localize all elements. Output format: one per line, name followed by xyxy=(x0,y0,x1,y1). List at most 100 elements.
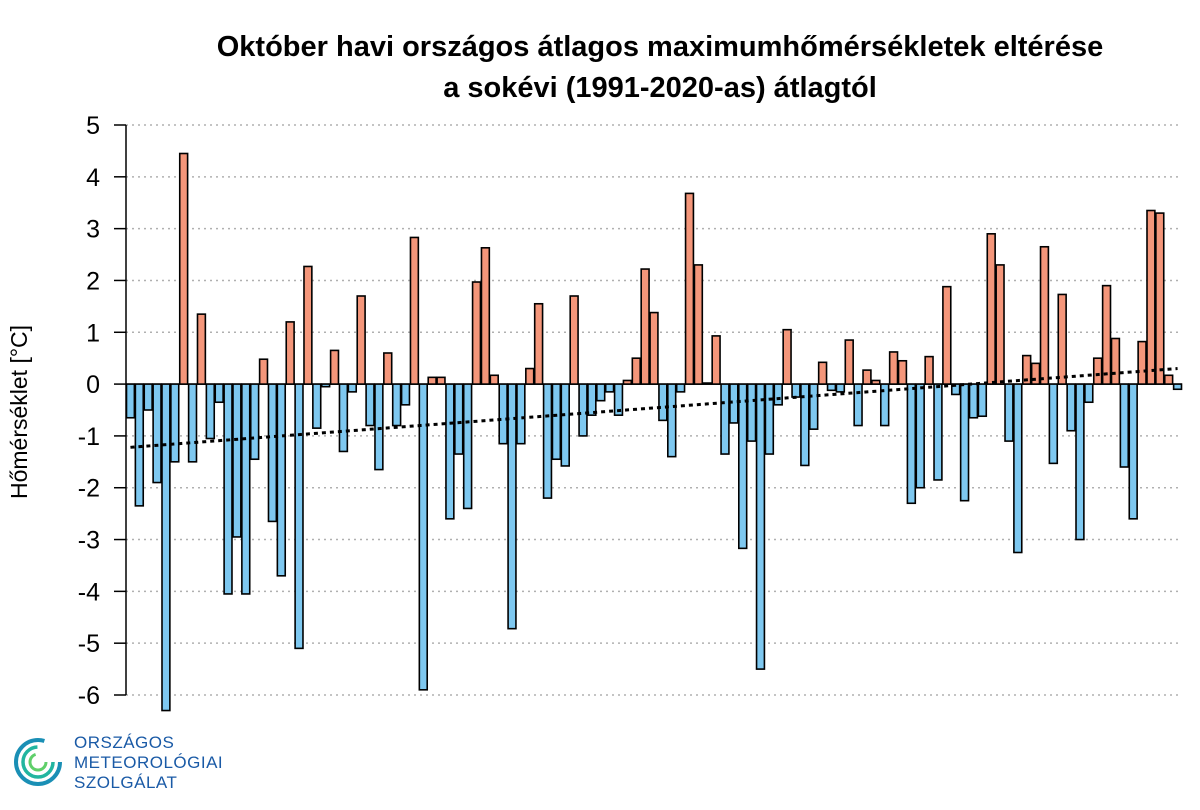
bar xyxy=(445,383,455,520)
bar xyxy=(507,383,517,630)
bar xyxy=(427,376,437,385)
bar xyxy=(1021,354,1032,385)
bar xyxy=(1155,212,1165,385)
bar xyxy=(409,236,420,385)
bar xyxy=(1172,383,1183,391)
bar xyxy=(942,285,952,385)
bar xyxy=(1004,383,1014,442)
bar xyxy=(152,383,162,484)
y-axis-label: Hőmérséklet [°C] xyxy=(6,325,32,499)
bar xyxy=(161,383,171,712)
bar xyxy=(391,383,402,427)
bar xyxy=(374,383,384,471)
bars xyxy=(125,152,1183,712)
y-tick-label: -2 xyxy=(78,475,100,503)
bar xyxy=(196,313,207,385)
bar xyxy=(365,383,375,427)
bar xyxy=(684,192,695,385)
bar xyxy=(702,382,712,385)
bar xyxy=(1137,340,1147,385)
bar xyxy=(560,383,570,467)
bar xyxy=(693,264,704,385)
bar xyxy=(542,383,553,499)
bar xyxy=(551,383,562,461)
bar xyxy=(143,383,153,411)
bar xyxy=(622,379,633,385)
bar xyxy=(187,383,198,463)
chart-title-line-1: Október havi országos átlagos maximumhőm… xyxy=(217,31,1103,63)
bar xyxy=(525,367,535,385)
bar xyxy=(737,383,748,550)
bar xyxy=(303,265,313,385)
trend-line-path xyxy=(130,367,1178,449)
y-tick-label: 0 xyxy=(86,371,100,399)
bar xyxy=(667,383,677,458)
bar xyxy=(578,383,588,437)
y-tick-label: 4 xyxy=(86,164,100,192)
bar xyxy=(915,383,925,489)
chart-title-line-2: a sokévi (1991-2020-as) átlagtól xyxy=(443,72,877,104)
y-tick-label: 1 xyxy=(86,319,100,347)
bar xyxy=(906,383,917,505)
bar xyxy=(170,383,180,463)
bar xyxy=(631,357,641,385)
bar xyxy=(782,328,792,385)
bar xyxy=(791,383,801,398)
bar xyxy=(933,383,943,481)
bar xyxy=(1092,357,1103,385)
bar xyxy=(498,383,508,445)
bar xyxy=(826,383,837,392)
y-tick-label: -4 xyxy=(78,578,100,606)
bar xyxy=(879,383,890,427)
bar xyxy=(986,233,996,385)
bar xyxy=(835,383,846,393)
bar xyxy=(649,311,659,385)
bar xyxy=(640,268,650,385)
bar xyxy=(480,247,491,385)
bar xyxy=(1101,284,1112,385)
bar xyxy=(711,335,721,385)
bar xyxy=(959,383,970,502)
bar xyxy=(285,321,295,385)
y-tick-label: -6 xyxy=(78,682,100,710)
bar xyxy=(347,383,358,393)
bar xyxy=(205,383,216,440)
bar xyxy=(178,152,189,385)
bar xyxy=(533,302,544,385)
bar xyxy=(294,383,304,650)
bar xyxy=(800,383,810,467)
bar xyxy=(232,383,242,538)
bar xyxy=(658,383,668,422)
bar xyxy=(587,383,597,416)
y-tick-label: -5 xyxy=(78,630,100,658)
bar xyxy=(853,383,863,427)
bar xyxy=(383,352,393,385)
y-tick-label: -3 xyxy=(78,527,100,555)
logo-text-line-2: METEOROLÓGIAI xyxy=(74,753,223,772)
bar xyxy=(675,383,686,393)
bar xyxy=(1163,374,1174,385)
bar xyxy=(320,383,331,388)
bar xyxy=(1075,383,1085,541)
bar xyxy=(223,383,233,595)
logo-text-line-1: ORSZÁGOS xyxy=(74,733,174,752)
bar xyxy=(924,355,934,385)
bar xyxy=(214,383,224,404)
bar xyxy=(436,376,446,385)
bar xyxy=(125,383,136,419)
bar xyxy=(808,383,819,430)
logo-text-line-3: SZOLGÁLAT xyxy=(74,773,177,792)
bar xyxy=(897,359,908,385)
bar xyxy=(489,374,499,385)
bar xyxy=(1066,383,1076,432)
bar xyxy=(312,383,322,429)
y-axis: 5 4 3 2 1 0 -1 -2 -3 -4 -5 -6 xyxy=(78,112,127,710)
bar xyxy=(241,383,251,595)
bar xyxy=(613,383,624,416)
bar xyxy=(604,383,615,393)
bar xyxy=(888,351,899,385)
y-tick-label: 3 xyxy=(86,216,100,244)
bar xyxy=(1110,337,1121,385)
bar xyxy=(1119,383,1130,468)
